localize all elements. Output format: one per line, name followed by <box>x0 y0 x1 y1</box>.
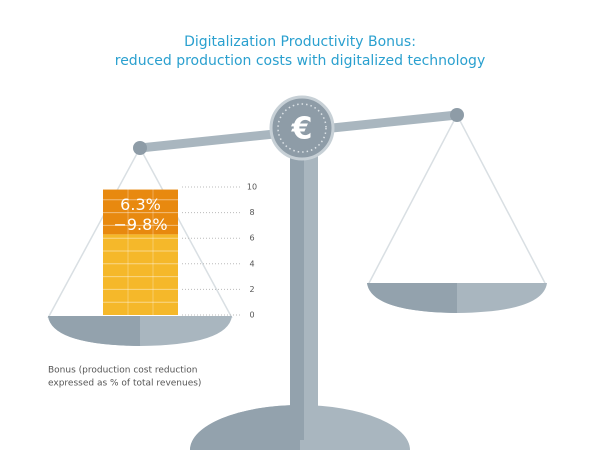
caption: expressed as % of total revenues) <box>48 379 201 389</box>
y-tick-label: 2 <box>249 285 254 294</box>
y-tick-label: 0 <box>249 311 254 320</box>
range-bar <box>103 189 178 235</box>
scale: € <box>47 95 547 450</box>
svg-text:€: € <box>291 112 313 147</box>
base-bar <box>103 234 178 315</box>
title: Digitalization Productivity Bonus: <box>184 34 416 50</box>
value-label: 6.3% <box>120 195 161 214</box>
y-tick-label: 4 <box>249 259 254 268</box>
y-tick-label: 6 <box>249 234 254 243</box>
y-tick-label: 10 <box>247 183 257 192</box>
y-tick-label: 8 <box>249 208 254 217</box>
caption: Bonus (production cost reduction <box>48 366 198 376</box>
value-label: −9.8% <box>113 215 167 234</box>
subtitle: reduced production costs with digitalize… <box>115 53 485 69</box>
